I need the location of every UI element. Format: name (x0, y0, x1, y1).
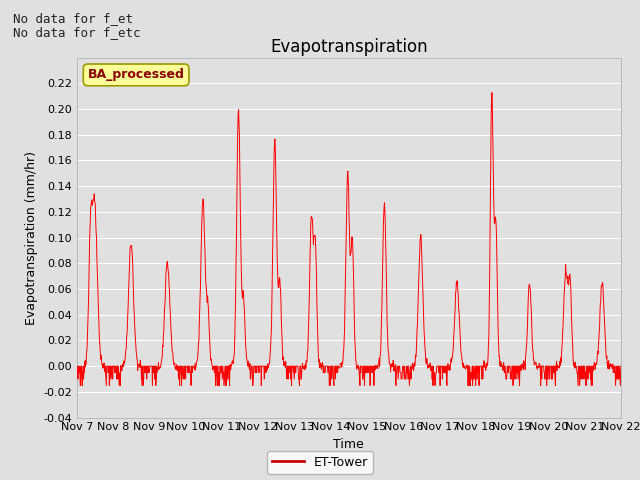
X-axis label: Time: Time (333, 438, 364, 451)
Text: No data for f_et: No data for f_et (13, 12, 133, 25)
Legend: ET-Tower: ET-Tower (268, 451, 372, 474)
Title: Evapotranspiration: Evapotranspiration (270, 38, 428, 56)
Y-axis label: Evapotranspiration (mm/hr): Evapotranspiration (mm/hr) (24, 151, 38, 324)
Text: BA_processed: BA_processed (88, 68, 184, 82)
Text: No data for f_etc: No data for f_etc (13, 26, 140, 39)
